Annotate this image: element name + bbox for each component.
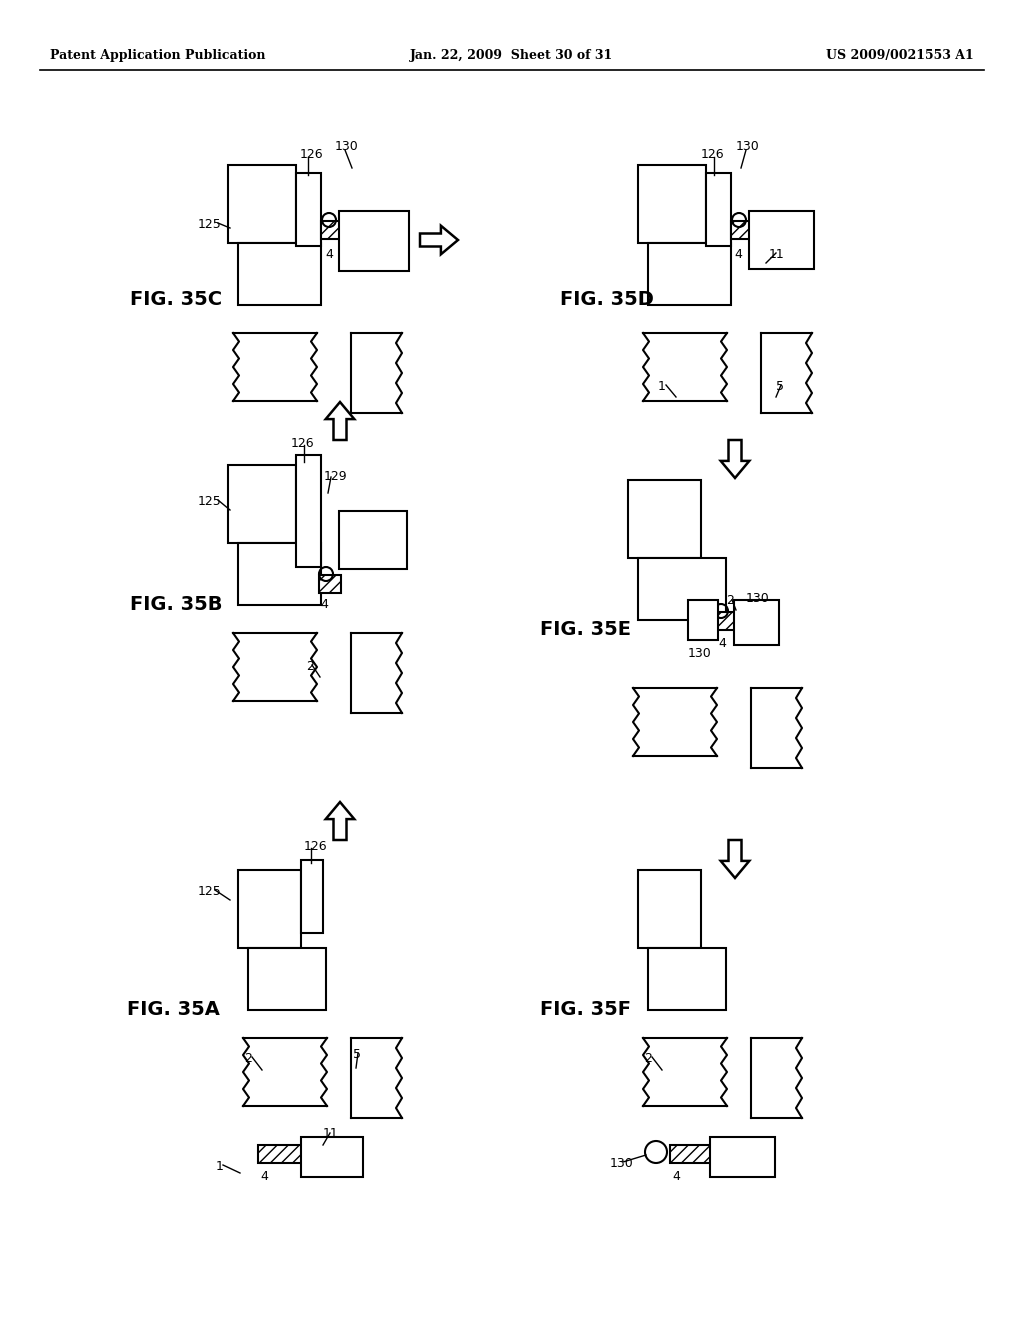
Text: FIG. 35E: FIG. 35E [540,620,631,639]
Text: US 2009/0021553 A1: US 2009/0021553 A1 [826,49,974,62]
Text: 130: 130 [335,140,358,153]
Text: 125: 125 [198,218,222,231]
Bar [749,211,814,269]
Text: 4: 4 [319,598,328,611]
Text: 130: 130 [688,647,712,660]
Bar [648,243,731,305]
Bar [648,948,726,1010]
Bar [339,511,407,569]
Bar [670,1144,712,1163]
Text: 4: 4 [734,248,741,261]
Text: 4: 4 [672,1170,680,1183]
Bar [238,243,321,305]
Text: 11: 11 [323,1127,339,1140]
Text: 11: 11 [769,248,784,261]
Bar [638,558,726,620]
Text: Jan. 22, 2009  Sheet 30 of 31: Jan. 22, 2009 Sheet 30 of 31 [411,49,613,62]
Bar [710,1137,775,1177]
Bar [248,948,326,1010]
Bar [734,601,779,645]
Text: FIG. 35A: FIG. 35A [127,1001,220,1019]
Bar [238,870,301,948]
Text: 130: 130 [610,1158,634,1170]
Text: 125: 125 [198,884,222,898]
Text: FIG. 35D: FIG. 35D [560,290,654,309]
Text: 130: 130 [736,140,760,153]
Bar [706,173,731,246]
Text: 130: 130 [746,591,770,605]
Text: 4: 4 [325,248,333,261]
Text: 126: 126 [304,840,328,853]
Bar [258,1144,303,1163]
Bar [296,455,321,568]
Text: 2: 2 [306,660,314,673]
Text: FIG. 35F: FIG. 35F [540,1001,631,1019]
Text: FIG. 35C: FIG. 35C [130,290,222,309]
Bar [638,165,706,243]
Bar [638,870,701,948]
Text: 5: 5 [776,380,784,393]
Text: 4: 4 [718,638,726,649]
Bar [319,576,341,593]
Bar [228,465,296,543]
Text: 126: 126 [300,148,324,161]
Text: 1: 1 [216,1160,224,1173]
Bar [339,211,409,271]
Bar [301,861,323,933]
Text: 1: 1 [658,380,666,393]
Text: 129: 129 [324,470,347,483]
Bar [714,612,736,630]
Bar [321,220,341,239]
Text: 2: 2 [726,594,734,607]
Text: Patent Application Publication: Patent Application Publication [50,49,265,62]
Bar [238,543,321,605]
Text: 125: 125 [198,495,222,508]
Text: FIG. 35B: FIG. 35B [130,595,222,614]
Text: 4: 4 [260,1170,268,1183]
Bar [688,601,718,640]
Text: 126: 126 [701,148,725,161]
Text: 126: 126 [291,437,314,450]
Text: 2: 2 [644,1052,652,1065]
Bar [731,220,751,239]
Bar [296,173,321,246]
Text: 5: 5 [353,1048,361,1061]
Text: 2: 2 [244,1052,252,1065]
Bar [301,1137,362,1177]
Bar [628,480,701,558]
Bar [228,165,296,243]
